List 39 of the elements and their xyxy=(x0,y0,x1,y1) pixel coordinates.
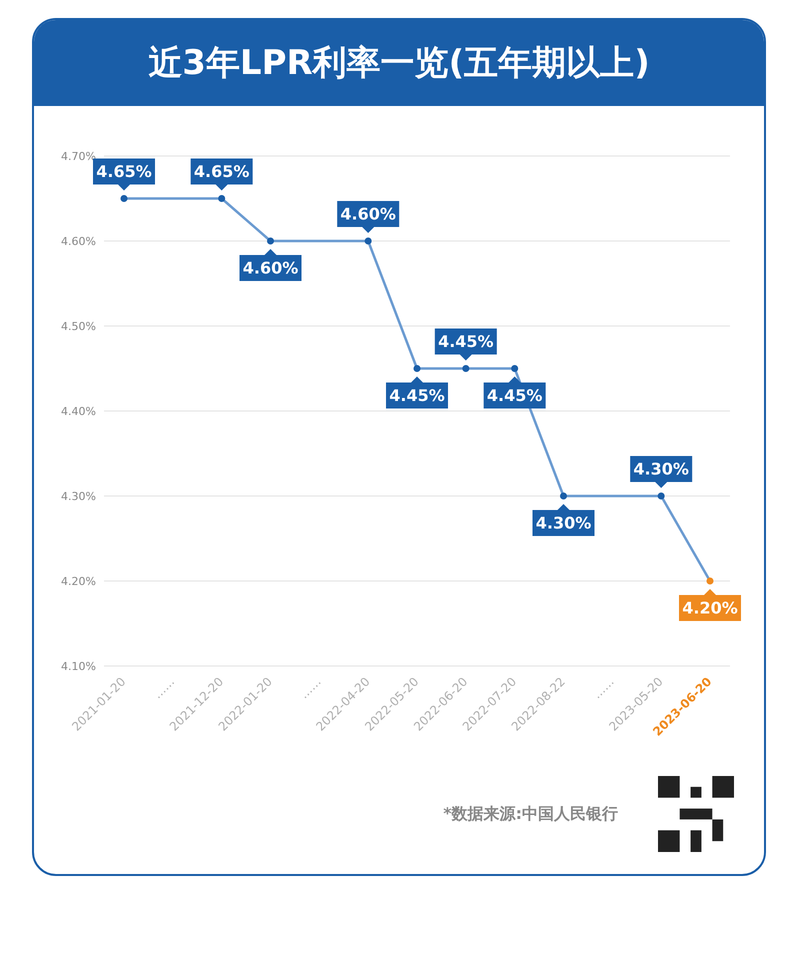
y-tick-label: 4.30% xyxy=(61,490,96,503)
point xyxy=(511,365,518,372)
data-label: 4.20% xyxy=(682,598,738,618)
callout-box: 4.45% xyxy=(434,328,497,360)
text: *数据来源:中国人民银行 xyxy=(443,804,618,824)
y-tick-label: 4.20% xyxy=(61,574,96,588)
y-tick-label: 4.70% xyxy=(61,150,96,163)
chart-title: 近3年LPR利率一览(五年期以上) xyxy=(34,20,764,106)
y-tick-label: 4.60% xyxy=(61,234,96,248)
callout-box: 4.30% xyxy=(630,456,692,488)
data-label: 4.65% xyxy=(96,162,152,181)
callout-box: 4.45% xyxy=(484,376,546,408)
callout-box: 4.65% xyxy=(93,158,155,190)
point xyxy=(120,195,128,202)
y-tick-label: 4.40% xyxy=(61,404,96,418)
point xyxy=(462,365,470,372)
point xyxy=(364,238,372,244)
data-label: 4.45% xyxy=(486,386,542,405)
point xyxy=(658,492,665,500)
point xyxy=(414,365,420,372)
data-label: 4.60% xyxy=(242,258,298,278)
callout-box: 4.20% xyxy=(679,589,741,621)
point xyxy=(218,195,226,202)
point xyxy=(706,578,714,584)
y-tick-label: 4.10% xyxy=(61,660,96,673)
data-label: 4.45% xyxy=(438,332,494,351)
point xyxy=(267,238,274,244)
data-label: 4.30% xyxy=(633,459,689,478)
callout-box: 4.65% xyxy=(190,158,253,190)
data-label: 4.45% xyxy=(389,386,445,405)
callout-box: 4.45% xyxy=(386,376,448,408)
data-label: 4.60% xyxy=(340,204,396,224)
callout-box: 4.30% xyxy=(532,504,594,536)
y-tick-label: 4.50% xyxy=(61,320,96,333)
point xyxy=(560,492,567,500)
data-label: 4.30% xyxy=(536,513,592,532)
callout-box: 4.60% xyxy=(240,249,302,281)
callout-box: 4.60% xyxy=(337,201,400,233)
data-label: 4.65% xyxy=(194,162,250,181)
